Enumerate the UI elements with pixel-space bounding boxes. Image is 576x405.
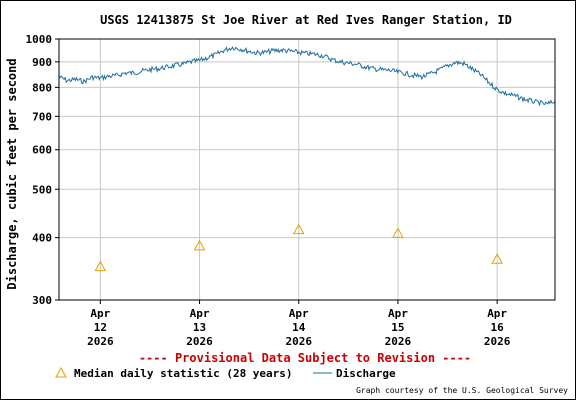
x-tick-label-0-1: 12 — [94, 321, 107, 334]
y-axis-label: Discharge, cubic feet per second — [5, 58, 19, 289]
x-tick-label-4-0: Apr — [487, 307, 507, 320]
y-tick-label-700: 700 — [32, 110, 52, 123]
median-marker-1 — [193, 239, 206, 251]
y-tick-label-500: 500 — [32, 183, 52, 196]
chart-title: USGS 12413875 St Joe River at Red Ives R… — [100, 13, 512, 27]
discharge-line — [58, 46, 556, 106]
plot-area — [59, 39, 555, 300]
x-tick-label-4-2: 2026 — [484, 335, 511, 348]
x-tick-label-2-1: 14 — [292, 321, 306, 334]
legend-discharge-label: Discharge — [336, 367, 396, 380]
median-marker-4 — [491, 253, 503, 264]
median-marker-0 — [94, 260, 107, 272]
y-tick-label-300: 300 — [32, 294, 52, 307]
x-tick-label-2-0: Apr — [289, 307, 309, 320]
x-tick-label-3-1: 15 — [391, 321, 404, 334]
x-tick-label-1-0: Apr — [190, 307, 210, 320]
y-tick-label-900: 900 — [32, 56, 52, 69]
plot-frame — [58, 38, 556, 301]
y-tick-label-800: 800 — [32, 81, 52, 94]
y-tick-label-1000: 1000 — [26, 33, 53, 46]
legend-median-label: Median daily statistic (28 years) — [74, 367, 293, 380]
y-tick-label-400: 400 — [32, 232, 52, 245]
discharge-series — [58, 46, 556, 106]
x-tick-label-1-1: 13 — [193, 321, 206, 334]
y-axis-ticks: 300 400 500 600 700 800 900 1000 — [26, 33, 59, 307]
legend: Median daily statistic (28 years) Discha… — [55, 366, 396, 380]
median-series — [94, 223, 503, 272]
x-tick-label-0-0: Apr — [90, 307, 110, 320]
x-tick-label-3-0: Apr — [388, 307, 408, 320]
x-tick-label-1-2: 2026 — [186, 335, 213, 348]
provisional-notice: ---- Provisional Data Subject to Revisio… — [139, 351, 471, 365]
y-tick-label-600: 600 — [32, 144, 52, 157]
median-marker-2 — [292, 223, 305, 235]
x-tick-label-4-1: 16 — [491, 321, 505, 334]
credit-text: Graph courtesy of the U.S. Geological Su… — [356, 386, 568, 395]
legend-median-symbol — [55, 366, 67, 378]
x-tick-label-2-2: 2026 — [285, 335, 312, 348]
x-tick-label-0-2: 2026 — [87, 335, 114, 348]
x-tick-label-3-2: 2026 — [385, 335, 412, 348]
x-axis-ticks: Apr122026Apr132026Apr142026Apr152026Apr1… — [87, 300, 511, 348]
median-marker-3 — [392, 227, 404, 238]
